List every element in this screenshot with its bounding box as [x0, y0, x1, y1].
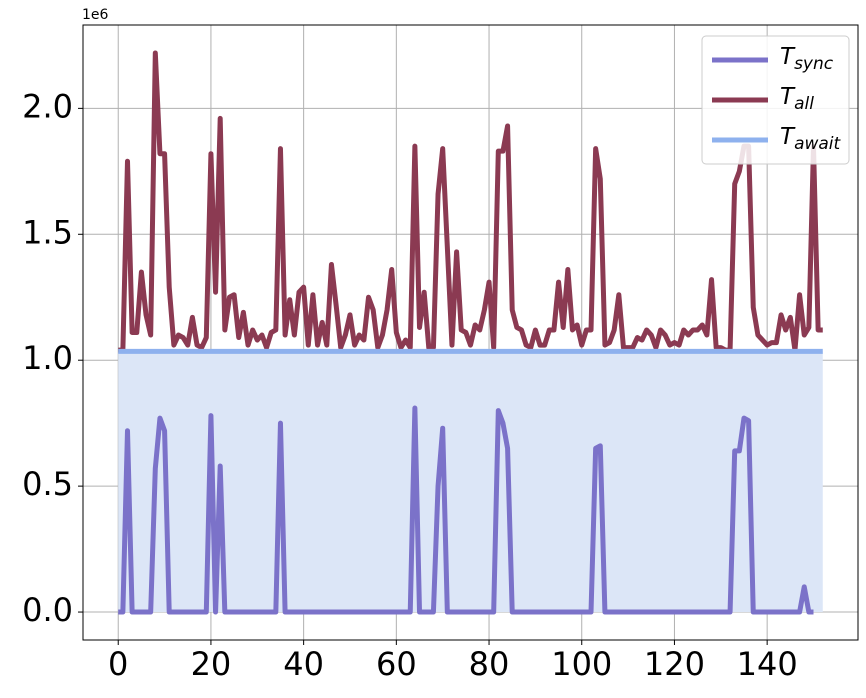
legend-label: Tawait [780, 124, 842, 155]
line [118, 405, 814, 615]
y-tick-label: 1.0 [22, 339, 73, 377]
y-tick-label: 0.5 [22, 465, 73, 503]
y-tick-label: 2.0 [22, 87, 73, 125]
x-tick-label: 80 [469, 645, 510, 683]
x-tick-label: 20 [191, 645, 232, 683]
legend-label: Tsync [780, 44, 834, 75]
x-tick-label: 0 [108, 645, 128, 683]
line [118, 50, 823, 353]
x-tick-label: 120 [644, 645, 705, 683]
area [118, 351, 823, 613]
x-tick-label: 140 [737, 645, 798, 683]
offset-label: 1e6 [82, 7, 109, 23]
legend-box [701, 35, 850, 165]
x-tick-label: 60 [376, 645, 417, 683]
x-tick-label: 100 [551, 645, 612, 683]
legend-label: Tall [780, 84, 814, 115]
y-tick-label: 0.0 [22, 591, 73, 629]
x-tick-label: 40 [283, 645, 324, 683]
plot-frame [82, 24, 859, 641]
y-tick-label: 1.5 [22, 213, 73, 251]
